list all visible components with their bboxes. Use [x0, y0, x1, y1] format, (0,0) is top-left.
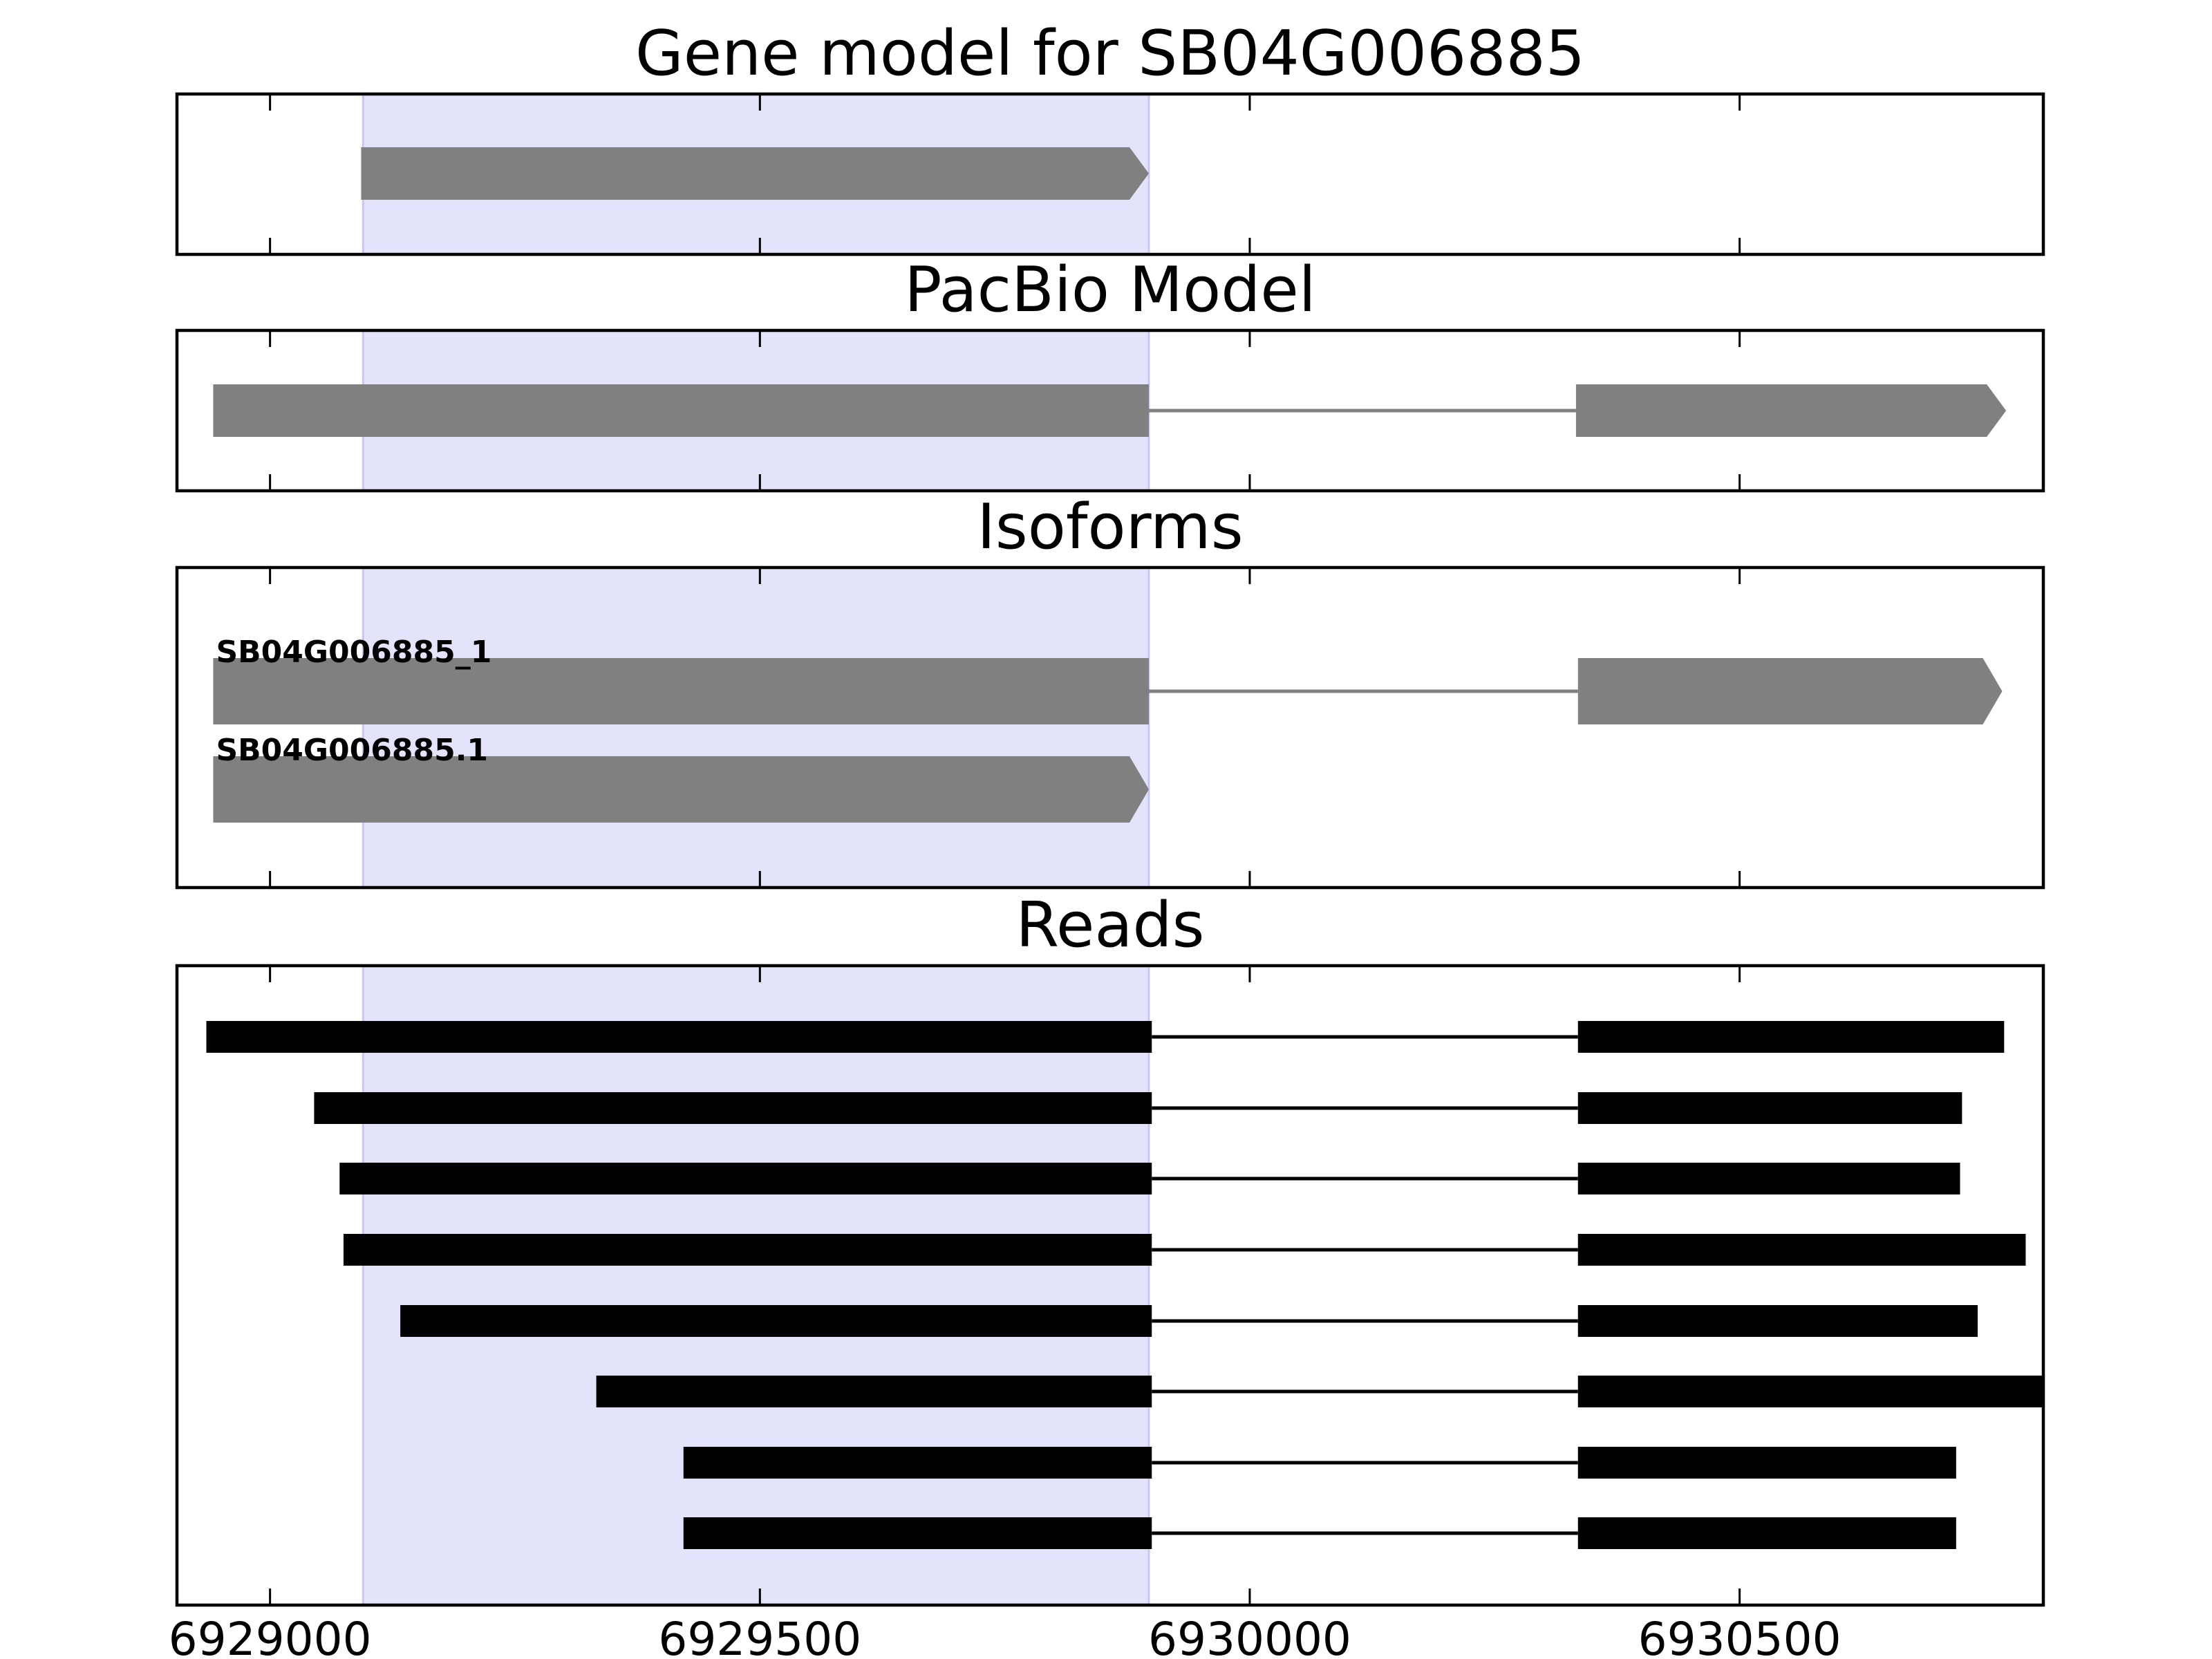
isoform-label: SB04G006885_1: [216, 635, 491, 670]
read-exon: [683, 1517, 1152, 1549]
panel-frame: [175, 328, 2045, 493]
panel-frame: [175, 964, 2045, 1607]
frames-layer: [175, 92, 2045, 1607]
exon-block: [1575, 384, 2007, 437]
exon-block: [213, 384, 1149, 437]
x-tick-label: 6930500: [1638, 1613, 1841, 1659]
read-exon: [1577, 1447, 1956, 1479]
highlight-band: [362, 566, 1150, 889]
read-exon: [400, 1305, 1152, 1337]
exon-block: [361, 147, 1149, 200]
panel-frame: [175, 565, 2045, 890]
read-exon: [343, 1234, 1152, 1266]
x-tick-label: 6930000: [1148, 1613, 1351, 1659]
read-exon: [314, 1092, 1152, 1124]
text-layer: Gene model for SB04G006885 PacBio Model Is…: [169, 17, 1841, 1659]
x-tick-label: 6929000: [169, 1613, 372, 1659]
panel-title: Isoforms: [977, 491, 1243, 563]
read-exon: [1577, 1305, 1978, 1337]
exon-block: [213, 756, 1149, 823]
read-exon: [1577, 1517, 1956, 1549]
exon-block: [1577, 658, 2003, 724]
highlight-band: [362, 964, 1150, 1606]
marks-layer: [206, 147, 2043, 1549]
read-exon: [1577, 1163, 1960, 1194]
read-exon: [596, 1376, 1152, 1407]
panel-title: Gene model for SB04G006885: [635, 17, 1585, 90]
exon-block: [213, 658, 1149, 724]
panel-frame: [175, 92, 2045, 256]
panel-title: PacBio Model: [904, 254, 1316, 326]
panel-title: Reads: [1015, 889, 1204, 962]
isoform-label: SB04G006885.1: [216, 733, 488, 768]
read-exon: [1577, 1376, 2043, 1407]
read-exon: [683, 1447, 1152, 1479]
x-tick-label: 6929500: [658, 1613, 861, 1659]
read-exon: [1577, 1021, 2005, 1053]
read-exon: [1577, 1092, 1962, 1124]
read-exon: [1577, 1234, 2026, 1266]
read-exon: [206, 1021, 1152, 1053]
read-exon: [339, 1163, 1152, 1194]
